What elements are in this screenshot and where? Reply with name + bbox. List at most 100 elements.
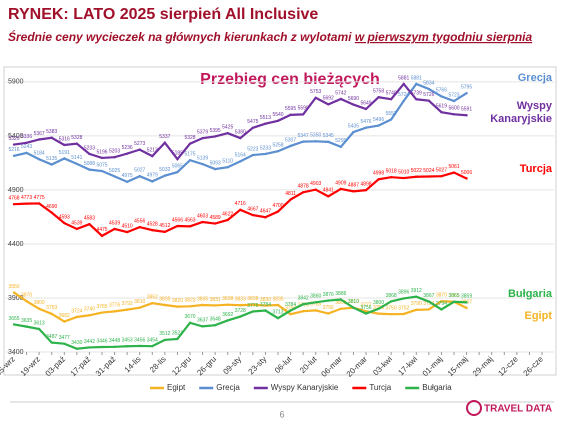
value-label: 4768: [8, 196, 19, 202]
value-label: 3823: [184, 298, 195, 304]
point: [75, 162, 79, 166]
value-label: 3870: [436, 293, 447, 299]
point: [163, 230, 167, 234]
value-label: 3776: [109, 303, 120, 309]
value-label: 5758: [373, 89, 384, 95]
point: [364, 107, 368, 111]
point: [314, 301, 317, 304]
point: [389, 118, 393, 121]
page-number: 6: [279, 409, 284, 419]
value-label: 5175: [184, 152, 195, 158]
value-label: 5032: [159, 167, 170, 173]
point: [25, 325, 28, 328]
value-label: 3775: [247, 303, 258, 309]
point: [151, 228, 154, 232]
legend-label: Wyspy Kanaryjskie: [271, 383, 339, 392]
value-label: 4566: [172, 217, 183, 223]
point: [37, 327, 41, 331]
series-side-label: Bułgaria: [507, 288, 552, 300]
point: [239, 304, 242, 307]
value-label: 5024: [423, 168, 434, 174]
point: [176, 224, 179, 228]
point: [389, 300, 393, 303]
value-label: 3830: [260, 297, 271, 303]
point: [63, 342, 66, 345]
value-label: 4773: [21, 195, 32, 201]
value-label: 4593: [59, 214, 70, 220]
point: [377, 312, 380, 315]
point: [188, 225, 192, 228]
value-label: 3912: [411, 288, 422, 294]
point: [226, 166, 229, 169]
point: [113, 155, 116, 159]
point: [339, 187, 343, 191]
value-label: 5075: [96, 162, 107, 168]
value-label: 5022: [411, 168, 422, 174]
point: [100, 169, 104, 173]
value-label: 5513: [260, 115, 271, 121]
value-label: 5766: [436, 88, 447, 94]
value-label: 4667: [247, 206, 258, 212]
y-tick-label: 3400: [8, 349, 24, 356]
value-label: 5496: [373, 117, 384, 123]
point: [314, 309, 317, 312]
value-label: 5258: [272, 143, 283, 149]
point: [88, 168, 91, 171]
value-label: 3752: [398, 305, 409, 311]
value-label: 5753: [310, 89, 321, 95]
point: [327, 103, 330, 106]
point: [251, 153, 255, 157]
point: [100, 156, 104, 160]
value-label: 4563: [184, 218, 195, 224]
point: [113, 227, 116, 231]
point: [213, 324, 217, 327]
point: [314, 188, 317, 191]
legend-label: Bułgaria: [422, 383, 452, 392]
point: [264, 152, 267, 156]
value-label: 3430: [71, 340, 82, 346]
point: [301, 191, 305, 194]
value-label: 5649: [360, 100, 371, 106]
point: [377, 307, 380, 310]
legend-label: Egipt: [167, 383, 186, 392]
point: [50, 312, 53, 316]
point: [163, 303, 167, 307]
value-label: 4475: [96, 227, 107, 233]
title: RYNEK: LATO 2025 sierpień All Inclusive: [8, 6, 318, 23]
point: [327, 195, 330, 198]
value-label: 5600: [448, 106, 459, 112]
point: [352, 103, 355, 106]
point: [201, 162, 204, 166]
value-label: 5690: [348, 96, 359, 102]
value-label: 3865: [448, 293, 459, 299]
point: [402, 312, 405, 316]
point: [213, 135, 217, 138]
point: [440, 95, 443, 98]
value-label: 5740: [386, 91, 397, 97]
value-label: 5093: [210, 160, 221, 166]
point: [440, 300, 443, 303]
point: [63, 157, 66, 160]
value-label: 5425: [222, 125, 233, 131]
point: [188, 305, 192, 308]
point: [226, 218, 229, 222]
value-label: 3842: [298, 296, 309, 302]
point: [125, 308, 129, 311]
value-label: 3453: [122, 338, 133, 344]
point: [377, 178, 380, 181]
point: [12, 202, 16, 206]
point: [364, 312, 368, 315]
point: [339, 145, 343, 149]
value-label: 5184: [34, 151, 45, 157]
value-label: 5223: [247, 146, 258, 152]
value-label: 5350: [310, 133, 321, 139]
value-label: 3446: [96, 338, 107, 344]
value-label: 5110: [222, 159, 233, 165]
point: [415, 98, 418, 101]
point: [276, 303, 280, 307]
point: [301, 303, 305, 306]
value-label: 5185: [172, 150, 183, 156]
value-label: 3753: [46, 305, 57, 311]
value-label: 3487: [46, 334, 57, 340]
value-label: 3886: [335, 291, 346, 297]
